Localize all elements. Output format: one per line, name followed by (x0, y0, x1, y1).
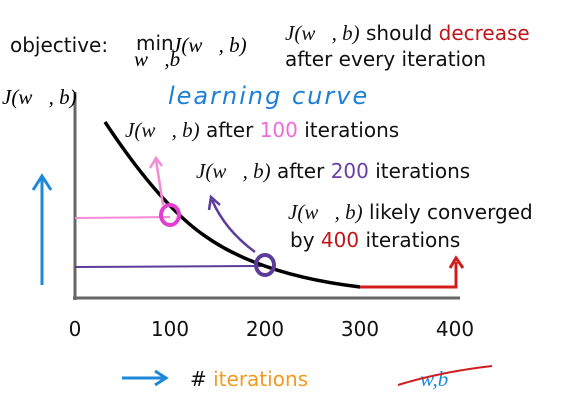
note-line-1: J(w⃗, b) should decrease (285, 21, 530, 45)
note-line-2: after every iteration (285, 47, 486, 71)
x-tick-label: 400 (436, 317, 474, 341)
pink-marker (159, 203, 181, 227)
objective-function: J(w⃗, b) (172, 33, 247, 57)
objective-label: objective: (10, 33, 108, 57)
annotation-function: J(w⃗, b) (125, 118, 200, 142)
annotation-400-line-2: by 400 iterations (290, 228, 460, 252)
pink-arrow (148, 155, 165, 206)
annotation-function: J(w⃗, b) (288, 200, 363, 224)
annotation-count: 200 (331, 159, 369, 183)
min-operator: min (136, 31, 174, 55)
x-tick-label: 100 (151, 317, 189, 341)
note-decrease: decrease (439, 21, 530, 45)
annotation-text: after (206, 118, 254, 142)
crossed-label: w,b (420, 367, 448, 391)
annotation-function: J(w⃗, b) (196, 159, 271, 183)
x-tick-label: 0 (69, 317, 82, 341)
annotation-text: iterations (304, 118, 399, 142)
x-label-hash: # (190, 367, 207, 391)
x-ticks: 0 100 200 300 400 (69, 317, 474, 341)
purple-guide (74, 265, 266, 268)
strike-through (397, 365, 493, 386)
annotation-count: 100 (260, 118, 298, 142)
annotation-text: after (277, 159, 325, 183)
y-axis-label: J(w⃗, b) (2, 85, 77, 109)
annotation-text: by (290, 228, 315, 252)
up-arrow (31, 173, 53, 285)
x-label: # iterations (190, 367, 308, 391)
note-should: should (366, 21, 432, 45)
note-function: J(w⃗, b) (285, 21, 360, 45)
pink-guide (74, 216, 171, 219)
right-arrow (122, 369, 169, 387)
annotation-text: iterations (365, 228, 460, 252)
x-label-text: iterations (213, 367, 308, 391)
x-tick-label: 300 (341, 317, 379, 341)
annotation-text: iterations (375, 159, 470, 183)
annotation-200: J(w⃗, b) after 200 iterations (196, 159, 470, 183)
annotation-400-line-1: J(w⃗, b) likely converged (288, 200, 533, 224)
annotation-100: J(w⃗, b) after 100 iterations (125, 118, 399, 142)
min-subscript: w⃗,b (134, 47, 180, 71)
annotation-count: 400 (321, 228, 359, 252)
learning-curve (103, 121, 361, 289)
converged-segment (360, 255, 465, 289)
purple-arrow (207, 194, 256, 254)
annotation-text: likely converged (369, 200, 533, 224)
handwritten-label: learning curve (168, 82, 369, 110)
x-tick-label: 200 (246, 317, 284, 341)
purple-marker (254, 253, 276, 277)
